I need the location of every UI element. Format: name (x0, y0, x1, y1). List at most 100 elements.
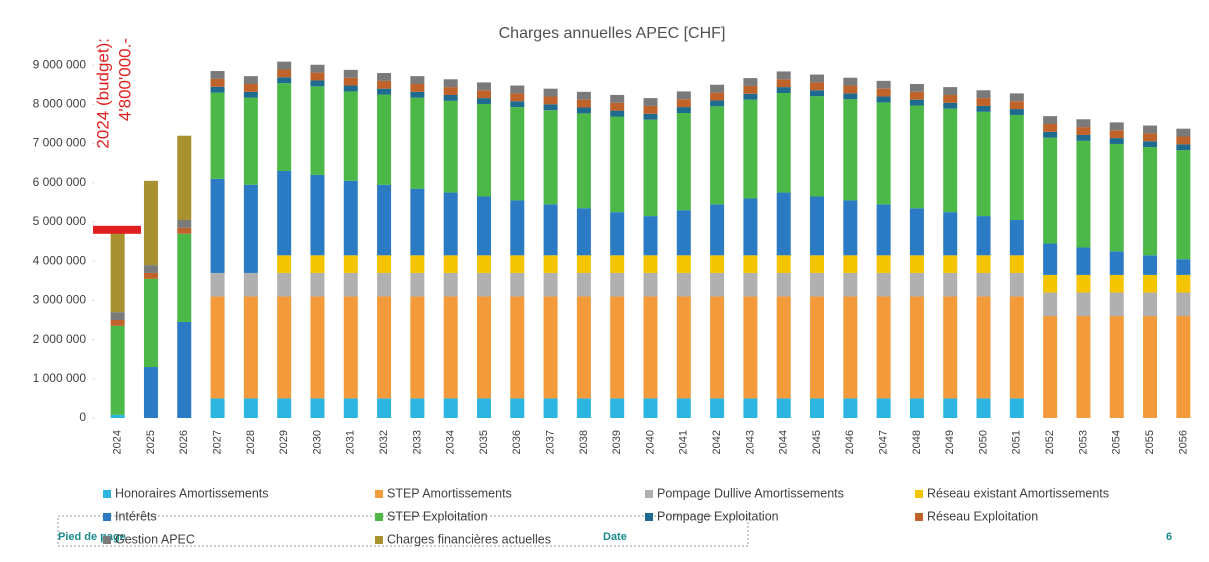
bar-segment (743, 99, 758, 199)
bar-segment (810, 82, 825, 91)
bar-segment (110, 319, 125, 326)
bar-segment (843, 255, 858, 273)
bar-segment (1143, 147, 1158, 256)
x-tick-label: 2024 (112, 430, 124, 454)
x-tick-label: 2031 (345, 430, 357, 454)
bar-segment (909, 208, 924, 256)
x-tick-label: 2027 (211, 430, 223, 454)
bar-segment (177, 135, 192, 221)
bar-segment (676, 272, 691, 297)
bar-segment (476, 398, 491, 418)
bar-segment (1143, 292, 1158, 317)
legend-label: Honoraires Amortissements (115, 486, 269, 500)
bar-segment (909, 91, 924, 100)
bar-segment (576, 99, 591, 108)
bar-segment (1043, 116, 1058, 124)
bar-segment (710, 92, 725, 101)
bar-segment (210, 92, 225, 179)
x-tick-label: 2044 (778, 430, 790, 454)
x-tick-label: 2048 (911, 430, 923, 454)
bar-segment (343, 398, 358, 418)
bar-segment (377, 80, 392, 89)
x-tick-label: 2029 (278, 430, 290, 454)
bar-segment (943, 108, 958, 213)
bar-segment (243, 83, 258, 92)
legend-swatch (645, 513, 653, 521)
x-tick-label: 2032 (378, 430, 390, 454)
bar-segment (476, 296, 491, 399)
bar-segment (909, 296, 924, 399)
bar-segment (776, 398, 791, 418)
bar-segment (1009, 272, 1024, 297)
bar-segment (1176, 274, 1191, 293)
bar-segment (1076, 119, 1091, 128)
bar-segment (243, 76, 258, 84)
bar-segment (410, 83, 425, 92)
budget-marker (93, 225, 141, 234)
x-tick-label: 2042 (711, 430, 723, 454)
legend-swatch (103, 490, 111, 498)
bar-segment (643, 272, 658, 297)
bar-segment (843, 296, 858, 399)
y-tick-label: 6 000 000 (33, 175, 87, 189)
bar-segment (543, 96, 558, 105)
bar-segment (377, 184, 392, 256)
bar-segment (1176, 128, 1191, 137)
bar-segment (1143, 133, 1158, 142)
legend-swatch (915, 490, 923, 498)
bar-segment (277, 61, 292, 70)
bar-segment (143, 278, 158, 368)
legend-label: Réseau Exploitation (927, 509, 1038, 523)
bar-segment (876, 272, 891, 297)
bar-segment (410, 76, 425, 84)
bar-segment (943, 87, 958, 95)
x-tick-label: 2049 (944, 430, 956, 454)
bar-segment (1109, 130, 1124, 139)
bar-segment (610, 116, 625, 213)
bar-segment (610, 212, 625, 256)
x-tick-label: 2026 (178, 430, 190, 454)
bar-segment (1176, 150, 1191, 260)
bar-segment (310, 72, 325, 81)
bar-segment (810, 272, 825, 297)
legend-swatch (375, 536, 383, 544)
bar-segment (1009, 101, 1024, 110)
bar-segment (843, 272, 858, 297)
bar-segment (876, 102, 891, 205)
legend-label: Réseau existant Amortissements (927, 486, 1109, 500)
bar-segment (843, 77, 858, 86)
bar-segment (810, 90, 825, 97)
bar-segment (277, 77, 292, 84)
bar-segment (876, 296, 891, 399)
legend-label: Charges financières actuelles (387, 532, 551, 546)
bar-segment (1076, 140, 1091, 248)
bar-segment (710, 106, 725, 205)
y-tick-label: 8 000 000 (33, 97, 87, 111)
bar-segment (1143, 274, 1158, 293)
bar-segment (277, 296, 292, 399)
chart-title: Charges annuelles APEC [CHF] (499, 25, 726, 42)
bar-segment (776, 296, 791, 399)
bar-segment (743, 398, 758, 418)
bar-segment (1009, 114, 1024, 221)
bar-segment (576, 208, 591, 256)
bar-segment (377, 73, 392, 81)
legend-swatch (375, 490, 383, 498)
bar-segment (876, 88, 891, 97)
legend-label: Pompage Exploitation (657, 509, 779, 523)
bar-segment (476, 98, 491, 104)
bar-segment (410, 188, 425, 256)
x-tick-label: 2035 (478, 430, 490, 454)
bar-segment (576, 272, 591, 297)
bar-segment (643, 105, 658, 114)
bar-segment (710, 204, 725, 256)
bar-segment (543, 255, 558, 273)
bar-segment (710, 398, 725, 418)
bar-segment (810, 255, 825, 273)
bar-segment (1076, 292, 1091, 317)
bar-segment (510, 200, 525, 256)
legend-label: STEP Amortissements (387, 486, 512, 500)
bar-segment (210, 398, 225, 418)
bar-segment (676, 296, 691, 399)
